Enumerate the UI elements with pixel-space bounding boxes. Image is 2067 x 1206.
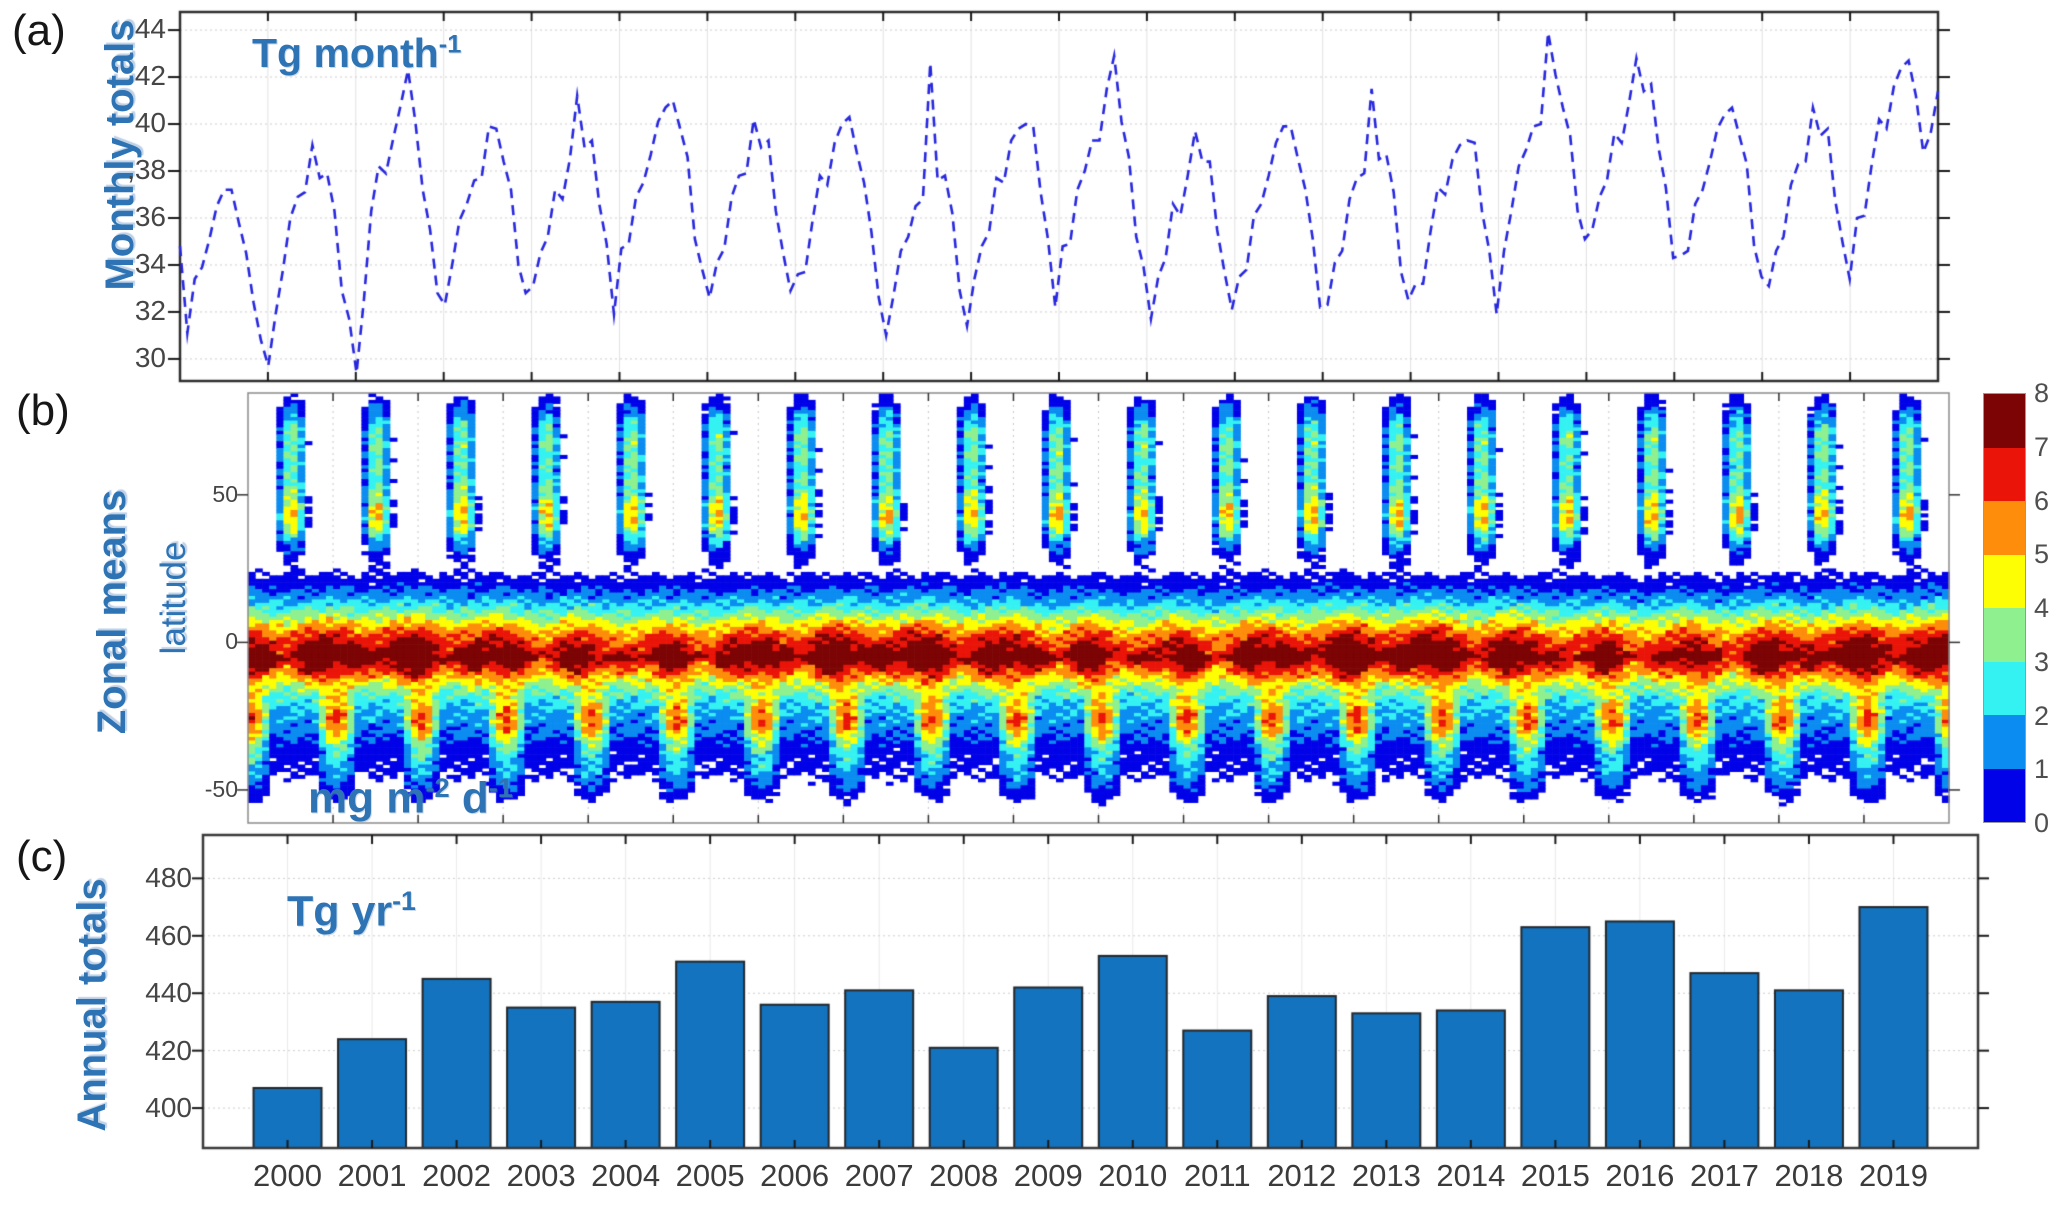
panel-c-ytick-label: 400	[145, 1092, 192, 1124]
panel-c-unit-label: Tg yr-1	[287, 886, 416, 936]
x-axis-year-label: 2005	[675, 1158, 745, 1193]
colorbar-segment	[1984, 715, 2025, 769]
x-axis-year-label: 2001	[337, 1158, 407, 1193]
colorbar-tick-label: 5	[2034, 539, 2050, 570]
x-axis-year-label: 2014	[1436, 1158, 1506, 1193]
x-axis-year-label: 2016	[1605, 1158, 1675, 1193]
panel-a-ytick-label: 34	[134, 247, 166, 279]
colorbar-tick-label: 8	[2034, 378, 2050, 408]
panel-b-axis-label: latitude	[154, 541, 193, 655]
colorbar-segment	[1984, 394, 2025, 448]
x-axis-year-label: 2017	[1689, 1158, 1759, 1193]
colorbar-segment	[1984, 447, 2025, 501]
x-axis-year-label: 2011	[1183, 1158, 1251, 1193]
colorbar-tick-label: 0	[2034, 808, 2050, 838]
colorbar-tick-label: 2	[2034, 700, 2050, 731]
colorbar-tick-label: 7	[2034, 431, 2050, 462]
x-axis-year-label: 2008	[929, 1158, 999, 1193]
panel-a-ytick-label: 42	[134, 60, 166, 92]
panel-a-ytick-label: 32	[134, 294, 166, 326]
panel-b-unit-sup1: -2	[425, 772, 450, 803]
panel-a-ytick-label: 36	[134, 200, 166, 232]
panel-a-ytick-label: ,38	[127, 154, 166, 185]
panel-b-ytick-label: 50	[212, 480, 238, 507]
colorbar-tick-label: 4	[2034, 593, 2050, 623]
panel-b-unit-base2: d	[449, 773, 489, 823]
panel-b-letter: (b)	[16, 386, 70, 435]
panel-c-letter: (c)	[16, 832, 68, 881]
x-axis-year-label: 2000	[253, 1158, 322, 1193]
x-axis-year-label: 2010	[1098, 1158, 1168, 1193]
colorbar-segment	[1984, 554, 2025, 608]
colorbar	[1983, 393, 2026, 823]
panel-c-ytick-label: 480	[145, 862, 192, 894]
x-axis-year-label: 2003	[506, 1158, 576, 1193]
panel-b-ytick-label: -50	[204, 775, 238, 802]
x-axis-year-label: 2006	[760, 1158, 830, 1193]
x-axis-year-label: 2019	[1858, 1158, 1928, 1193]
panel-c-side-label: Annual totals	[70, 878, 114, 1132]
panel-b-ytick-label: 0	[225, 628, 238, 655]
colorbar-tick-label: 6	[2034, 485, 2050, 516]
panel-a-ytick-label: 30	[134, 341, 166, 373]
panel-c-unit-sup: -1	[392, 886, 416, 916]
colorbar-segment	[1984, 661, 2025, 715]
colorbar-tick-label: 1	[2034, 754, 2050, 785]
x-axis-year-label: 2009	[1013, 1158, 1083, 1193]
panel-a-ytick-label: 40	[134, 107, 166, 139]
panel-a-ytick-label: 44	[134, 13, 166, 45]
colorbar-tick-label: 3	[2034, 646, 2050, 677]
panel-c-ytick-label: 460	[145, 919, 192, 951]
panel-a-letter: (a)	[12, 6, 66, 55]
panel-c-unit-base: Tg yr	[287, 887, 393, 936]
panel-a-unit-sup: -1	[438, 30, 462, 59]
colorbar-segment	[1984, 768, 2025, 822]
x-axis-year-label: 2007	[844, 1158, 914, 1193]
panel-b-unit-label: mg m-2 d-1	[308, 772, 513, 824]
panel-a-unit-label: Tg month-1	[252, 30, 461, 77]
colorbar-segment	[1984, 608, 2025, 662]
x-axis-year-label: 2015	[1520, 1158, 1590, 1193]
panel-b-side-label: Zonal means	[90, 489, 134, 735]
x-axis-year-label: 2013	[1351, 1158, 1421, 1193]
panel-c-ytick-label: 440	[145, 977, 192, 1009]
panel-b-unit-base1: mg m	[308, 773, 426, 823]
panel-c-ytick-label: 420	[145, 1034, 192, 1066]
x-axis-year-label: 2002	[422, 1158, 492, 1193]
x-axis-year-label: 2004	[591, 1158, 661, 1193]
x-axis-year-label: 2018	[1774, 1158, 1844, 1193]
colorbar-segment	[1984, 501, 2025, 555]
panel-b-unit-sup2: -1	[488, 772, 513, 803]
panel-a-unit-base: Tg month	[252, 30, 439, 76]
x-axis-year-label: 2012	[1267, 1158, 1337, 1193]
